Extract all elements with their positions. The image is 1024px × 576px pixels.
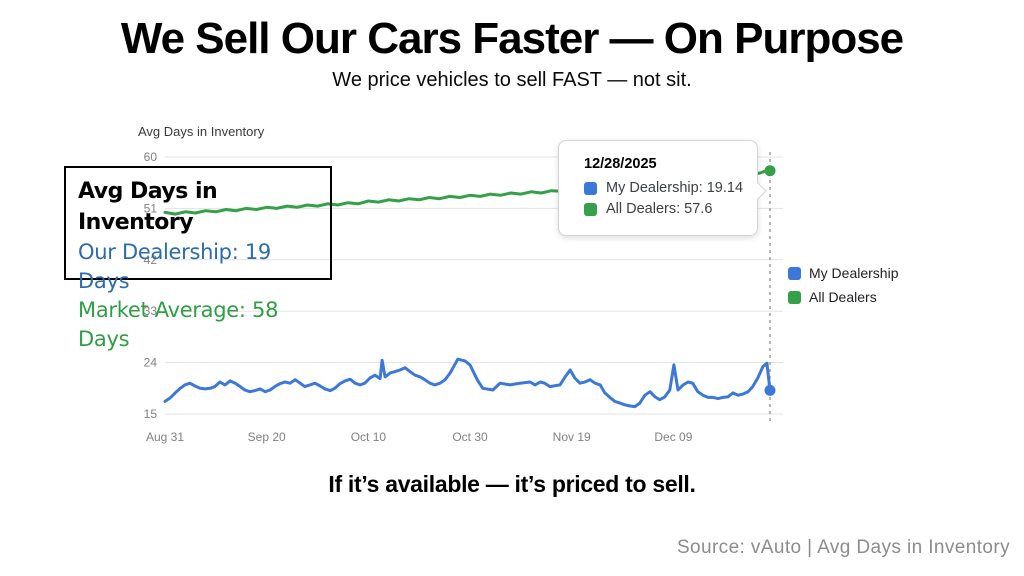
- series-line: [163, 357, 772, 409]
- tooltip-row: My Dealership: 19.14: [584, 180, 757, 196]
- tooltip-date: 12/28/2025: [584, 156, 657, 172]
- callout-title: Avg Days in Inventory: [78, 179, 218, 235]
- x-tick-label: Aug 31: [146, 430, 184, 444]
- legend-color-swatch: [788, 266, 801, 280]
- legend-label: My Dealership: [809, 265, 899, 281]
- callout-our-dealership: Our Dealership: 19 Days: [78, 240, 271, 293]
- x-tick-label: Dec 09: [654, 430, 692, 444]
- page-title: We Sell Our Cars Faster — On Purpose: [120, 14, 904, 63]
- chart-title: Avg Days in Inventory: [138, 124, 265, 139]
- legend-item: All Dealers: [788, 289, 898, 305]
- legend-label: All Dealers: [809, 289, 877, 305]
- y-tick-label: 24: [144, 356, 158, 370]
- tooltip-row: All Dealers: 57.6: [584, 201, 757, 217]
- chart-tooltip: 12/28/2025 My Dealership: 19.14 All Deale…: [558, 140, 767, 236]
- tooltip-row-label: All Dealers: 57.6: [606, 201, 713, 217]
- tooltip-rows: My Dealership: 19.14 All Dealers: 57.6: [584, 180, 757, 217]
- legend-item: My Dealership: [788, 265, 898, 281]
- source-caption: Source: vAuto | Avg Days in Inventory: [676, 537, 1010, 558]
- y-tick-label: 60: [144, 150, 158, 164]
- x-tick-label: Sep 20: [248, 430, 286, 444]
- series-color-swatch: [584, 181, 597, 195]
- x-tick-label: Nov 19: [553, 430, 591, 444]
- callout-market-average: Market Average: 58 Days: [78, 298, 279, 351]
- y-tick-label: 15: [144, 407, 158, 421]
- tooltip-row-label: My Dealership: 19.14: [606, 180, 744, 196]
- callout-box: Avg Days in Inventory Our Dealership: 19…: [64, 166, 332, 351]
- series-color-swatch: [584, 202, 597, 216]
- series-end-dot: [764, 165, 776, 177]
- series-end-dot: [764, 384, 776, 396]
- x-tick-label: Oct 10: [351, 430, 387, 444]
- chart-legend: My Dealership All Dealers: [788, 265, 898, 313]
- legend-color-swatch: [788, 290, 801, 304]
- bottom-statement: If it’s available — it’s priced to sell.: [328, 471, 696, 497]
- x-tick-label: Oct 30: [452, 430, 488, 444]
- page-subtitle: We price vehicles to sell FAST — not sit…: [332, 69, 692, 91]
